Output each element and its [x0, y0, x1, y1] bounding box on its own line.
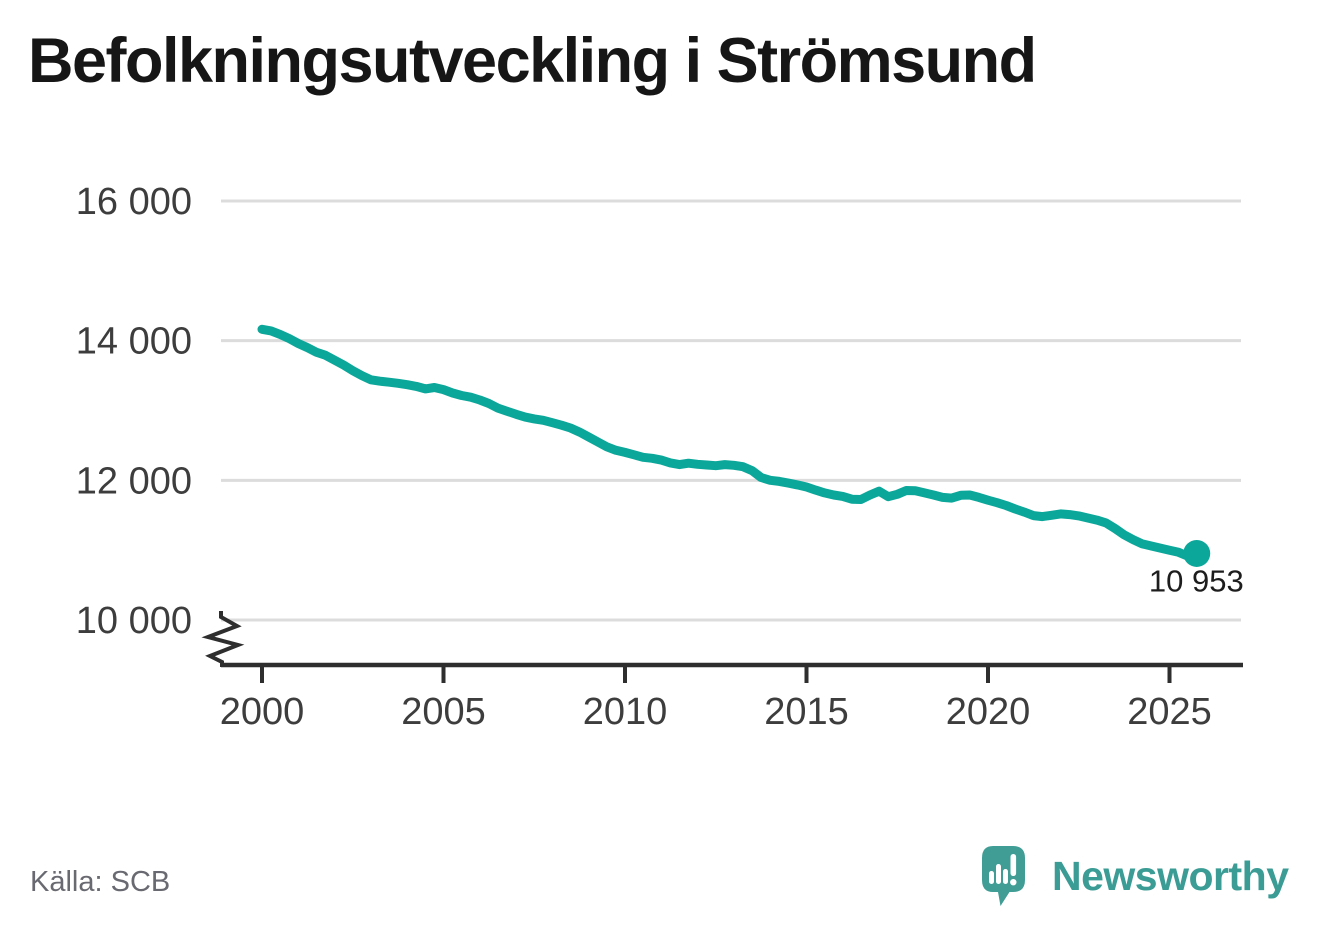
- y-axis-label: 14 000: [76, 321, 192, 363]
- brand-wordmark: Newsworthy: [1052, 852, 1289, 899]
- axis-break-zigzag: [201, 611, 245, 667]
- bar-icon-medium: [1003, 869, 1008, 884]
- source-note: Källa: SCB: [30, 866, 171, 898]
- page-title: Befolkningsutveckling i Strömsund: [28, 26, 1037, 96]
- x-axis-label: 2015: [764, 691, 849, 733]
- x-axis-label: 2010: [583, 691, 668, 733]
- series-endpoint-dot: [1183, 539, 1211, 567]
- newsworthy-logo: Newsworthy: [981, 845, 1289, 907]
- x-axis-label: 2020: [946, 691, 1031, 733]
- exclamation-bar-icon: [1010, 854, 1017, 876]
- y-axis-label: 12 000: [76, 460, 192, 502]
- x-axis-label: 2025: [1127, 691, 1212, 733]
- x-axis-label: 2005: [401, 691, 486, 733]
- y-axis-label: 16 000: [76, 181, 192, 223]
- x-axis-label: 2000: [220, 691, 305, 733]
- exclamation-dot-icon: [1010, 879, 1017, 886]
- bar-icon-tall: [996, 864, 1001, 884]
- y-axis-label: 10 000: [76, 600, 192, 642]
- endpoint-value-label: 10 953: [1149, 563, 1244, 598]
- bar-icon-small: [989, 871, 994, 884]
- newsworthy-bubble-icon: [982, 846, 1025, 906]
- population-series-line: [257, 324, 1202, 561]
